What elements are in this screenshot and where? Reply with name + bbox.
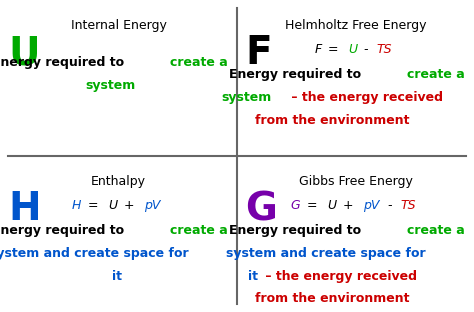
Text: it: it [248, 270, 258, 283]
Text: system and create space for: system and create space for [226, 247, 426, 260]
Text: G: G [245, 190, 277, 228]
Text: =: = [84, 199, 102, 212]
Text: system and create space for: system and create space for [0, 247, 189, 260]
Text: pV: pV [144, 199, 160, 212]
Text: Energy required to: Energy required to [0, 224, 129, 237]
Text: – the energy received: – the energy received [287, 91, 443, 104]
Text: +: + [339, 199, 357, 212]
Text: create a: create a [170, 56, 228, 69]
Text: U: U [327, 199, 336, 212]
Text: Energy required to: Energy required to [0, 56, 129, 69]
Text: Enthalpy: Enthalpy [91, 175, 146, 188]
Text: U: U [348, 43, 357, 56]
Text: from the environment: from the environment [255, 292, 410, 305]
Text: -: - [360, 43, 373, 56]
Text: create a: create a [407, 68, 465, 81]
Text: TS: TS [401, 199, 416, 212]
Text: system: system [86, 79, 136, 91]
Text: =: = [303, 199, 321, 212]
Text: +: + [120, 199, 138, 212]
Text: system: system [221, 91, 272, 104]
Text: Helmholtz Free Energy: Helmholtz Free Energy [285, 19, 426, 32]
Text: create a: create a [170, 224, 228, 237]
Text: TS: TS [376, 43, 392, 56]
Text: Internal Energy: Internal Energy [71, 19, 166, 32]
Text: =: = [324, 43, 343, 56]
Text: G: G [291, 199, 300, 212]
Text: U: U [108, 199, 117, 212]
Text: it: it [112, 270, 122, 283]
Text: pV: pV [363, 199, 379, 212]
Text: create a: create a [407, 224, 465, 237]
Text: from the environment: from the environment [255, 114, 410, 127]
Text: F: F [315, 43, 322, 56]
Text: Energy required to: Energy required to [229, 68, 366, 81]
Text: H: H [8, 190, 41, 228]
Text: F: F [245, 34, 272, 72]
Text: H: H [72, 199, 81, 212]
Text: Gibbs Free Energy: Gibbs Free Energy [299, 175, 412, 188]
Text: Energy required to: Energy required to [229, 224, 366, 237]
Text: U: U [8, 34, 40, 72]
Text: -: - [384, 199, 397, 212]
Text: – the energy received: – the energy received [261, 270, 417, 283]
